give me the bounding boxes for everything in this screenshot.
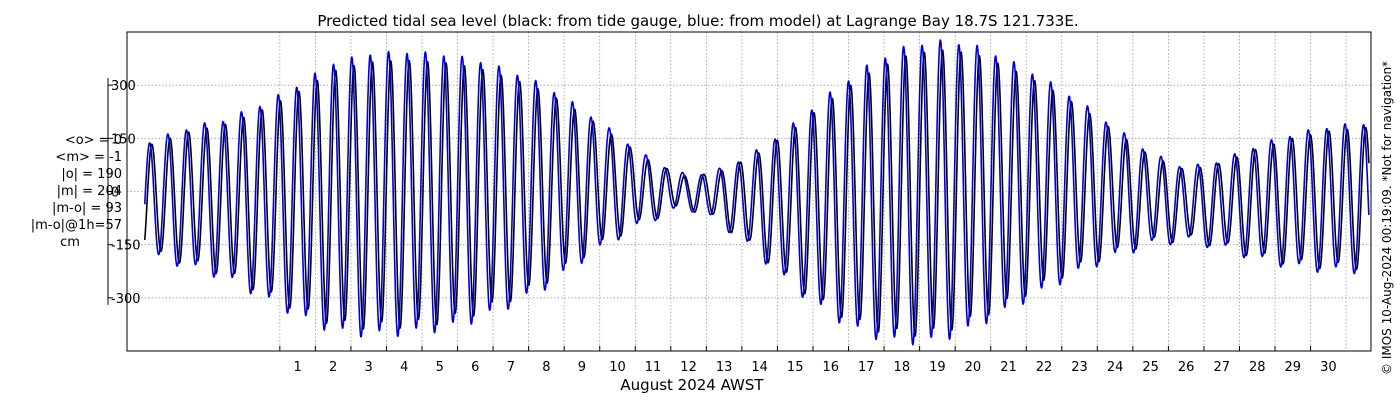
y-tick-label: 150 — [111, 132, 136, 147]
x-tick-label: 15 — [787, 360, 804, 375]
stat-unit: cm — [60, 235, 80, 250]
x-tick-label: 2 — [329, 360, 337, 375]
axes: 1 2 3 4 5 6 7 8 9 10 11 12 13 14 15 16 17 18 19 20 21 22 23 24 2… — [107, 78, 1337, 375]
stats-panel: <o> = 0 <m> = -1 |o| = 190 |m| = 204 |m-… — [0, 132, 122, 251]
x-axis-label: August 2024 AWST — [620, 376, 764, 394]
copyright-notice: © IMOS 10-Aug-2024 00:19:09. *Not for na… — [1380, 60, 1394, 375]
x-tick-label: 7 — [507, 360, 515, 375]
y-tick-label: -300 — [111, 292, 141, 307]
x-tick-label: 4 — [400, 360, 408, 375]
y-tick-label: 300 — [111, 79, 136, 94]
y-tick-label: -150 — [111, 239, 141, 254]
x-tick-label: 29 — [1285, 360, 1302, 375]
x-tick-label: 24 — [1107, 360, 1124, 375]
x-tick-label: 14 — [751, 360, 768, 375]
x-tick-label: 22 — [1036, 360, 1053, 375]
series-line — [143, 49, 1370, 337]
x-tick-label: 1 — [293, 360, 301, 375]
stat-abs-diff: |m-o| = 93 — [51, 201, 122, 216]
stat-abs-observed: |o| = 190 — [61, 167, 122, 182]
x-tick-label: 23 — [1071, 360, 1088, 375]
x-tick-label: 12 — [680, 360, 697, 375]
x-tick-label: 11 — [645, 360, 662, 375]
x-tick-label: 20 — [965, 360, 982, 375]
stat-abs-model: |m| = 204 — [56, 184, 122, 199]
x-tick-label: 8 — [542, 360, 550, 375]
x-tick-label: 16 — [822, 360, 839, 375]
x-tick-label: 30 — [1320, 360, 1337, 375]
series-line — [143, 39, 1370, 346]
x-tick-label: 21 — [1000, 360, 1017, 375]
x-tick-label: 27 — [1213, 360, 1230, 375]
stat-abs-diff-1h: |m-o|@1h=57 — [30, 218, 122, 233]
x-tick-label: 25 — [1142, 360, 1159, 375]
x-tick-label: 17 — [858, 360, 875, 375]
x-tick-label: 26 — [1178, 360, 1195, 375]
y-tick-label: 0 — [111, 186, 119, 201]
plot-frame — [126, 31, 1372, 352]
x-tick-label: 13 — [716, 360, 733, 375]
x-tick-label: 3 — [365, 360, 373, 375]
x-tick-label: 19 — [929, 360, 946, 375]
x-tick-label: 9 — [578, 360, 586, 375]
x-tick-label: 10 — [609, 360, 626, 375]
x-tick-label: 28 — [1249, 360, 1266, 375]
stat-mean-model: <m> = -1 — [55, 150, 122, 165]
series-lines — [143, 39, 1370, 346]
chart-title: Predicted tidal sea level (black: from t… — [317, 12, 1078, 30]
x-tick-label: 5 — [436, 360, 444, 375]
stat-mean-observed: <o> = 0 — [64, 133, 122, 148]
x-tick-label: 6 — [471, 360, 479, 375]
x-tick-label: 18 — [894, 360, 911, 375]
